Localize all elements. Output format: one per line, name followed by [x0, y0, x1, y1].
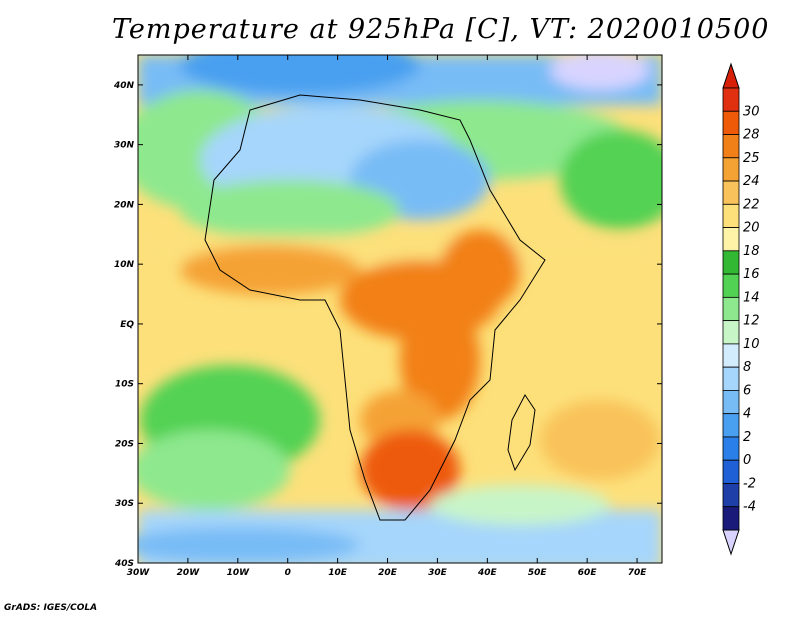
colorbar-swatch: [722, 134, 740, 159]
lat-tick-label: 30N: [114, 141, 135, 151]
colorbar-label: 4: [743, 407, 751, 422]
colorbar-swatch: [722, 343, 740, 368]
colorbar-label: 8: [743, 360, 751, 375]
lon-tick-label: 0: [285, 568, 291, 578]
colorbar-swatch: [722, 110, 740, 135]
lon-tick-label: 50E: [528, 568, 548, 578]
colorbar-label: 0: [743, 453, 751, 468]
axis-ticks: 30W 20W 10W 0 10E 20E 30E 40E 50E 60E 70E 40N 30N 20N…: [113, 55, 662, 578]
colorbar-label: 12: [743, 314, 760, 329]
colorbar-swatch: [722, 459, 740, 484]
colorbar-swatch: [722, 390, 740, 415]
lon-tick-label: 30E: [428, 568, 448, 578]
lon-tick-label: 20W: [177, 568, 201, 578]
colorbar-label: 20: [743, 221, 760, 236]
lon-tick-label: 40E: [477, 568, 498, 578]
lat-tick-label: 10N: [114, 260, 135, 270]
colorbar-swatch: [722, 296, 740, 322]
lat-tick-label: 20S: [115, 439, 134, 449]
colorbar-label: 30: [743, 104, 760, 119]
lat-tick-label: 40S: [114, 559, 134, 569]
lat-tick-label: 40N: [113, 81, 135, 91]
lon-tick-label: 10W: [227, 568, 251, 578]
colorbar-under-triangle: [722, 529, 740, 556]
colorbar-label: 22: [743, 197, 760, 212]
colorbar-swatch: [722, 366, 740, 391]
colorbar-swatch: [722, 506, 740, 531]
credit-text: GrADS: IGES/COLA: [4, 603, 98, 613]
map-frame: [137, 54, 663, 564]
colorbar-label: 18: [743, 244, 760, 259]
colorbar-swatch: [722, 180, 740, 205]
lon-tick-label: 30W: [127, 568, 151, 578]
colorbar-swatch: [722, 157, 740, 182]
lon-tick-label: 10E: [328, 568, 348, 578]
colorbar-label: 6: [743, 383, 751, 398]
colorbar-label: 2: [743, 430, 751, 445]
lat-tick-label: 10S: [115, 380, 134, 390]
colorbar-label: 25: [743, 151, 760, 166]
madagascar-coastline: [507, 394, 536, 472]
lon-tick-label: 70E: [628, 568, 648, 578]
colorbar-label: 16: [743, 267, 760, 282]
colorbar-swatch: [722, 87, 740, 112]
colorbar-label: 10: [743, 337, 760, 352]
colorbar-swatch: [722, 413, 740, 438]
lat-tick-label: EQ: [120, 320, 134, 330]
map-title: Temperature at 925hPa [C], VT: 202001050…: [112, 14, 770, 45]
colorbar-swatch: [722, 227, 740, 252]
lat-tick-label: 20N: [114, 200, 135, 210]
colorbar-swatch: [722, 203, 740, 228]
colorbar-swatch: [722, 250, 740, 275]
colorbar-label: -4: [743, 500, 756, 515]
colorbar-label: 28: [743, 128, 760, 143]
lat-tick-label: 30S: [115, 499, 134, 509]
lon-tick-label: 60E: [578, 568, 598, 578]
colorbar-swatch: [722, 273, 740, 298]
colorbar-swatch: [722, 320, 740, 345]
colorbar-label: 14: [743, 290, 760, 305]
colorbar-swatch: [722, 436, 740, 461]
colorbar-label: 24: [743, 174, 760, 189]
africa-coastline: [204, 94, 546, 521]
lon-tick-label: 20E: [378, 568, 398, 578]
colorbar-over-triangle: [722, 62, 740, 89]
temperature-field: [138, 55, 662, 563]
colorbar-label: -2: [743, 476, 756, 491]
colorbar-swatch: [722, 483, 740, 508]
